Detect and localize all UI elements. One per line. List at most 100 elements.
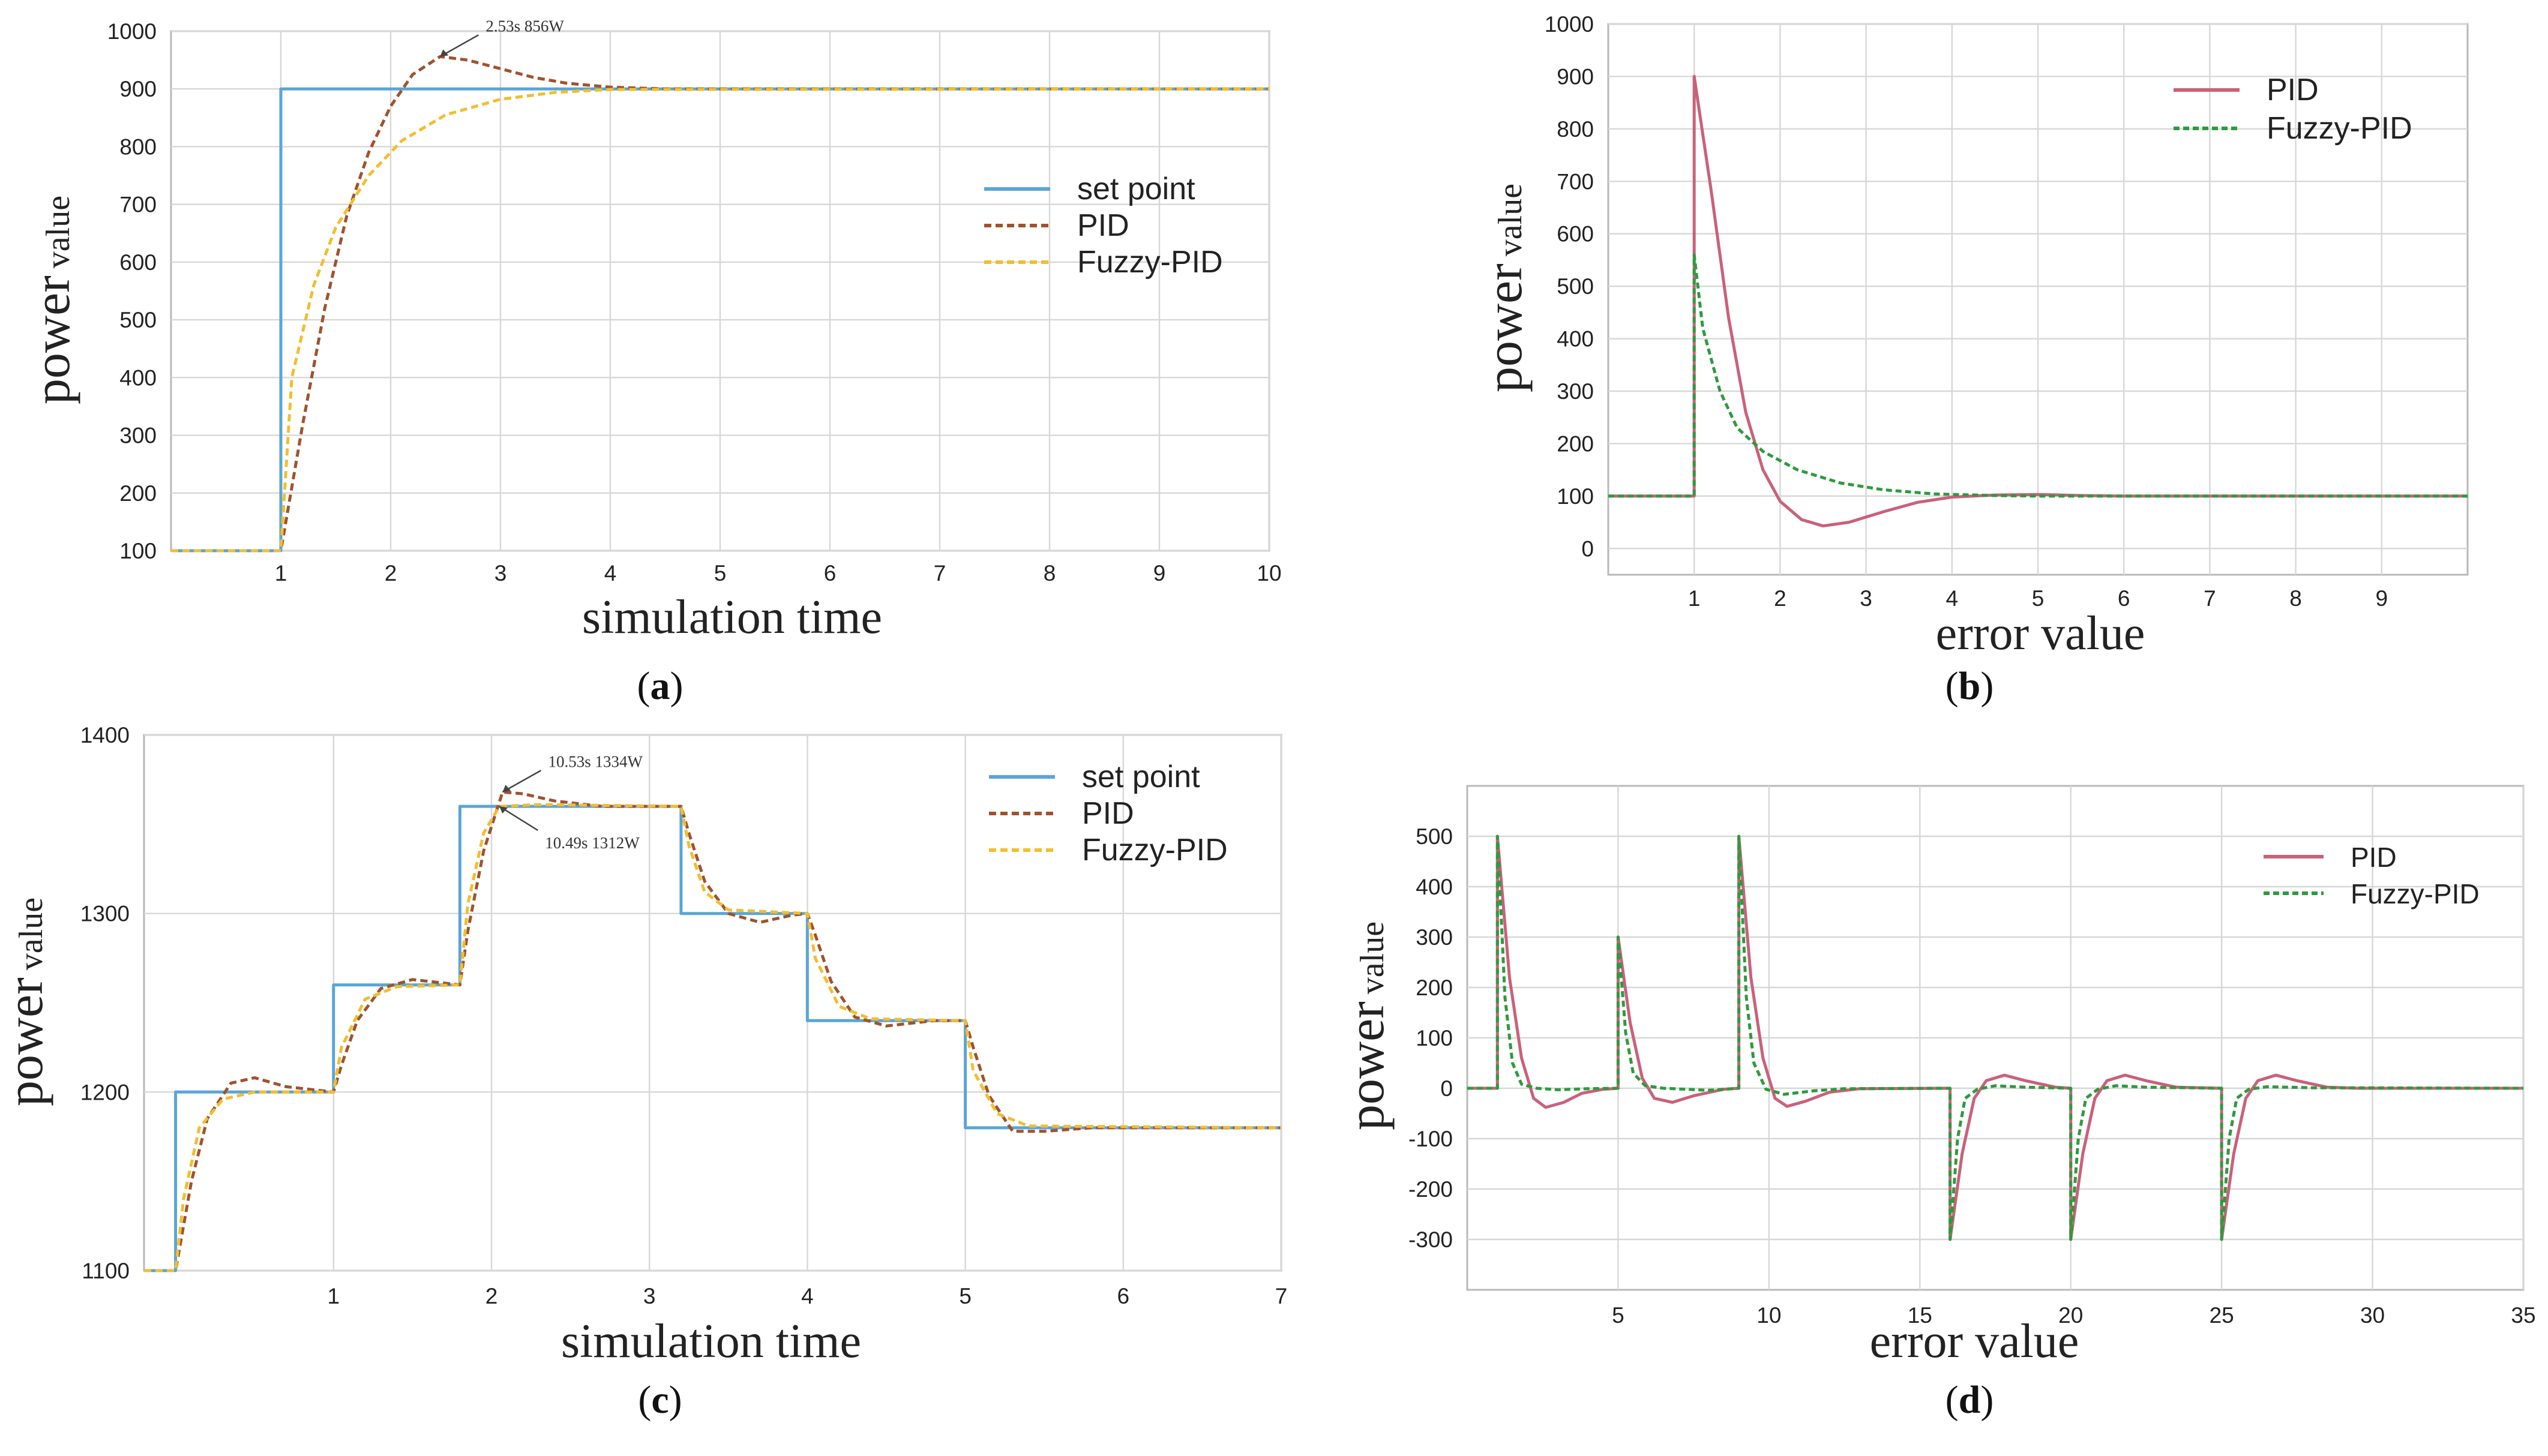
series-line-fuzzy-pid <box>1608 253 2468 498</box>
x-tick-label: 7 <box>1275 1284 1288 1308</box>
panel-caption: (a) <box>637 664 684 708</box>
x-tick-label: 5 <box>1612 1303 1624 1328</box>
legend-label: set point <box>1077 172 1195 206</box>
legend-label: PID <box>1077 208 1129 243</box>
y-axis-label-sub: value <box>1492 184 1529 256</box>
caption-close-paren: ) <box>669 1378 682 1422</box>
y-tick-label: 400 <box>1557 327 1594 352</box>
x-tick-label: 9 <box>2376 586 2388 611</box>
legend-label: PID <box>2267 73 2319 107</box>
y-tick-label: 1200 <box>80 1080 130 1104</box>
series-line-pid <box>1608 74 2468 528</box>
y-tick-label: 400 <box>1416 875 1453 899</box>
legend-label: Fuzzy-PID <box>2351 878 2480 909</box>
y-tick-label: 100 <box>1416 1026 1453 1050</box>
y-axis-label-main: power <box>23 275 80 404</box>
y-tick-label: 200 <box>1416 975 1453 1000</box>
y-tick-label: -100 <box>1408 1127 1453 1151</box>
x-tick-label: 4 <box>604 561 617 586</box>
y-axis-label: power value <box>23 196 80 404</box>
caption-letter: a <box>651 664 670 708</box>
y-tick-label: 1000 <box>107 19 157 44</box>
x-tick-label: 2 <box>485 1284 498 1308</box>
series-line-fuzzy-pid <box>144 803 1282 1272</box>
y-tick-label: 700 <box>119 193 157 217</box>
y-tick-label: 1300 <box>80 902 130 926</box>
x-tick-label: 1 <box>328 1284 340 1308</box>
x-tick-label: 9 <box>1153 561 1166 586</box>
legend-label: Fuzzy-PID <box>1077 245 1223 280</box>
caption-open-paren: ( <box>638 1378 651 1422</box>
x-axis-label: simulation time <box>582 591 882 644</box>
caption-close-paren: ) <box>1980 664 1994 708</box>
y-tick-label: 200 <box>119 481 157 506</box>
y-tick-label: 800 <box>119 134 157 159</box>
y-tick-label: -300 <box>1408 1227 1453 1252</box>
y-tick-label: 100 <box>119 539 157 563</box>
y-tick-label: 0 <box>1581 536 1594 561</box>
x-axis-label: error value <box>1936 607 2145 660</box>
legend-label: PID <box>2351 842 2397 873</box>
y-axis-label-main: power <box>1337 1001 1395 1130</box>
panel-caption: (d) <box>1946 1378 1994 1422</box>
y-axis-label-sub: value <box>40 196 77 268</box>
caption-open-paren: ( <box>637 664 651 708</box>
x-tick-label: 2 <box>385 561 397 586</box>
x-tick-label: 35 <box>2511 1303 2535 1328</box>
x-tick-label: 8 <box>1044 561 1056 586</box>
y-tick-label: -200 <box>1408 1177 1453 1202</box>
annotation-arrow <box>439 34 479 58</box>
legend-label: Fuzzy-PID <box>2267 111 2412 146</box>
x-tick-label: 1 <box>1688 586 1701 611</box>
annotation-arrow <box>502 770 542 793</box>
x-tick-label: 25 <box>2210 1303 2234 1328</box>
panel-caption: (b) <box>1946 664 1994 708</box>
y-tick-label: 1000 <box>1545 12 1594 37</box>
x-tick-label: 30 <box>2360 1303 2385 1328</box>
y-tick-label: 200 <box>1557 431 1594 456</box>
y-tick-label: 1100 <box>82 1259 130 1283</box>
y-tick-label: 100 <box>1557 484 1594 509</box>
x-tick-label: 4 <box>801 1284 814 1308</box>
x-tick-label: 10 <box>1257 561 1281 586</box>
x-tick-label: 6 <box>2118 586 2130 611</box>
x-axis-label: simulation time <box>561 1315 861 1368</box>
y-axis-label-main: power <box>1475 263 1533 392</box>
y-tick-label: 500 <box>1557 274 1594 299</box>
caption-open-paren: ( <box>1946 664 1959 708</box>
x-tick-label: 3 <box>1860 586 1872 611</box>
y-axis-label: power value <box>1337 921 1395 1130</box>
y-axis-label: power value <box>1475 184 1533 392</box>
caption-letter: b <box>1959 664 1981 708</box>
y-tick-label: 900 <box>119 77 157 101</box>
y-tick-label: 800 <box>1557 117 1594 142</box>
x-tick-label: 7 <box>2204 586 2216 611</box>
y-tick-label: 300 <box>119 424 157 448</box>
y-tick-label: 700 <box>1557 169 1594 194</box>
caption-letter: d <box>1959 1378 1981 1422</box>
caption-close-paren: ) <box>1980 1378 1994 1422</box>
chart-panel-a: 1 2 3 4 5 6 7 8 9 10 100 200 300 400 500 600 700 800 900 10… <box>23 17 1282 708</box>
y-axis-label-main: power <box>0 977 53 1106</box>
y-tick-label: 600 <box>119 250 157 275</box>
x-tick-label: 6 <box>1117 1284 1130 1308</box>
annotation-label: 10.49s 1312W <box>545 834 640 852</box>
y-tick-label: 600 <box>1557 222 1594 247</box>
x-tick-label: 5 <box>959 1284 972 1308</box>
y-tick-label: 1400 <box>80 723 130 747</box>
x-tick-label: 3 <box>643 1284 656 1308</box>
y-tick-label: 300 <box>1416 925 1453 950</box>
y-tick-label: 0 <box>1440 1076 1453 1101</box>
series-line-fuzzy-pid <box>1467 834 2524 1241</box>
caption-letter: c <box>651 1378 669 1422</box>
series-line-pid <box>171 55 1269 553</box>
x-axis-label: error value <box>1870 1315 2079 1368</box>
x-tick-label: 10 <box>1756 1303 1781 1328</box>
panel-caption: (c) <box>638 1378 682 1422</box>
x-tick-label: 5 <box>2032 586 2045 611</box>
chart-panel-b: 1 2 3 4 5 6 7 8 9 0 100 200 300 400 500 600 700 800 900 100… <box>1475 12 2469 708</box>
annotation-label: 10.53s 1334W <box>548 752 643 770</box>
x-tick-label: 20 <box>2058 1303 2083 1328</box>
y-tick-label: 500 <box>1416 824 1453 849</box>
